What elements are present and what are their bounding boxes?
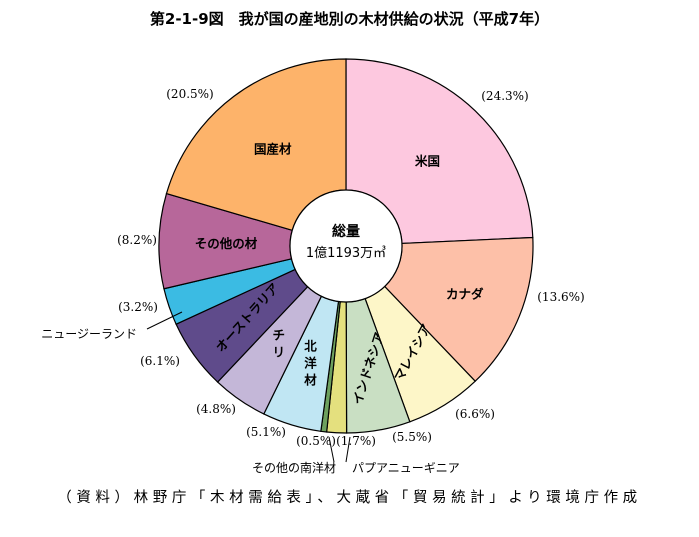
pct-label-3: (6.6%) <box>455 407 495 421</box>
slice-label-12: 国産材 <box>254 141 292 156</box>
center-circle <box>289 189 403 303</box>
chart-title: 第2-1-9図 我が国の産地別の木材供給の状況（平成7年） <box>149 10 550 28</box>
slice-label-8: チリ <box>273 328 286 360</box>
pct-label-2: (13.6%) <box>537 290 584 304</box>
pct-label-7: (5.1%) <box>246 425 286 439</box>
pct-label-11: (8.2%) <box>117 233 157 247</box>
external-label-5: パプアニューギニア <box>352 461 460 475</box>
pct-label-6: (0.5%) <box>296 434 336 448</box>
pct-label-9: (6.1%) <box>140 354 180 368</box>
center-label: 総量 1億1193万㎥ <box>306 223 386 261</box>
pct-label-12: (20.5%) <box>166 87 213 101</box>
center-total-label: 総量 <box>332 223 360 240</box>
pct-label-5: (1.7%) <box>336 434 376 448</box>
slice-label-1: 米国 <box>414 154 440 169</box>
pct-label-4: (5.5%) <box>392 430 432 444</box>
pct-label-1: (24.3%) <box>481 89 528 103</box>
slice-label-11: その他の材 <box>195 236 258 251</box>
slices-group <box>158 58 534 434</box>
source-note: （資料）林野庁「木材需給表」、大蔵省「貿易統計」より環境庁作成 <box>57 490 642 506</box>
slice-label-7: 北洋材 <box>303 339 317 388</box>
external-label-10: ニュージーランド <box>41 327 137 341</box>
pct-label-8: (4.8%) <box>196 402 236 416</box>
external-label-6: その他の南洋材 <box>252 460 336 475</box>
leader-line-5 <box>345 436 351 463</box>
pct-label-10: (3.2%) <box>118 300 158 314</box>
donut-chart: 米国(24.3%)カナダ (13.6%)マレイシア(6.6%)インドネシア(5.5… <box>41 58 585 475</box>
leader-line-6 <box>328 436 335 463</box>
slice-label-2: カナダ <box>446 287 484 302</box>
leader-line-10 <box>146 311 183 330</box>
center-total-value: 1億1193万㎥ <box>306 245 386 261</box>
